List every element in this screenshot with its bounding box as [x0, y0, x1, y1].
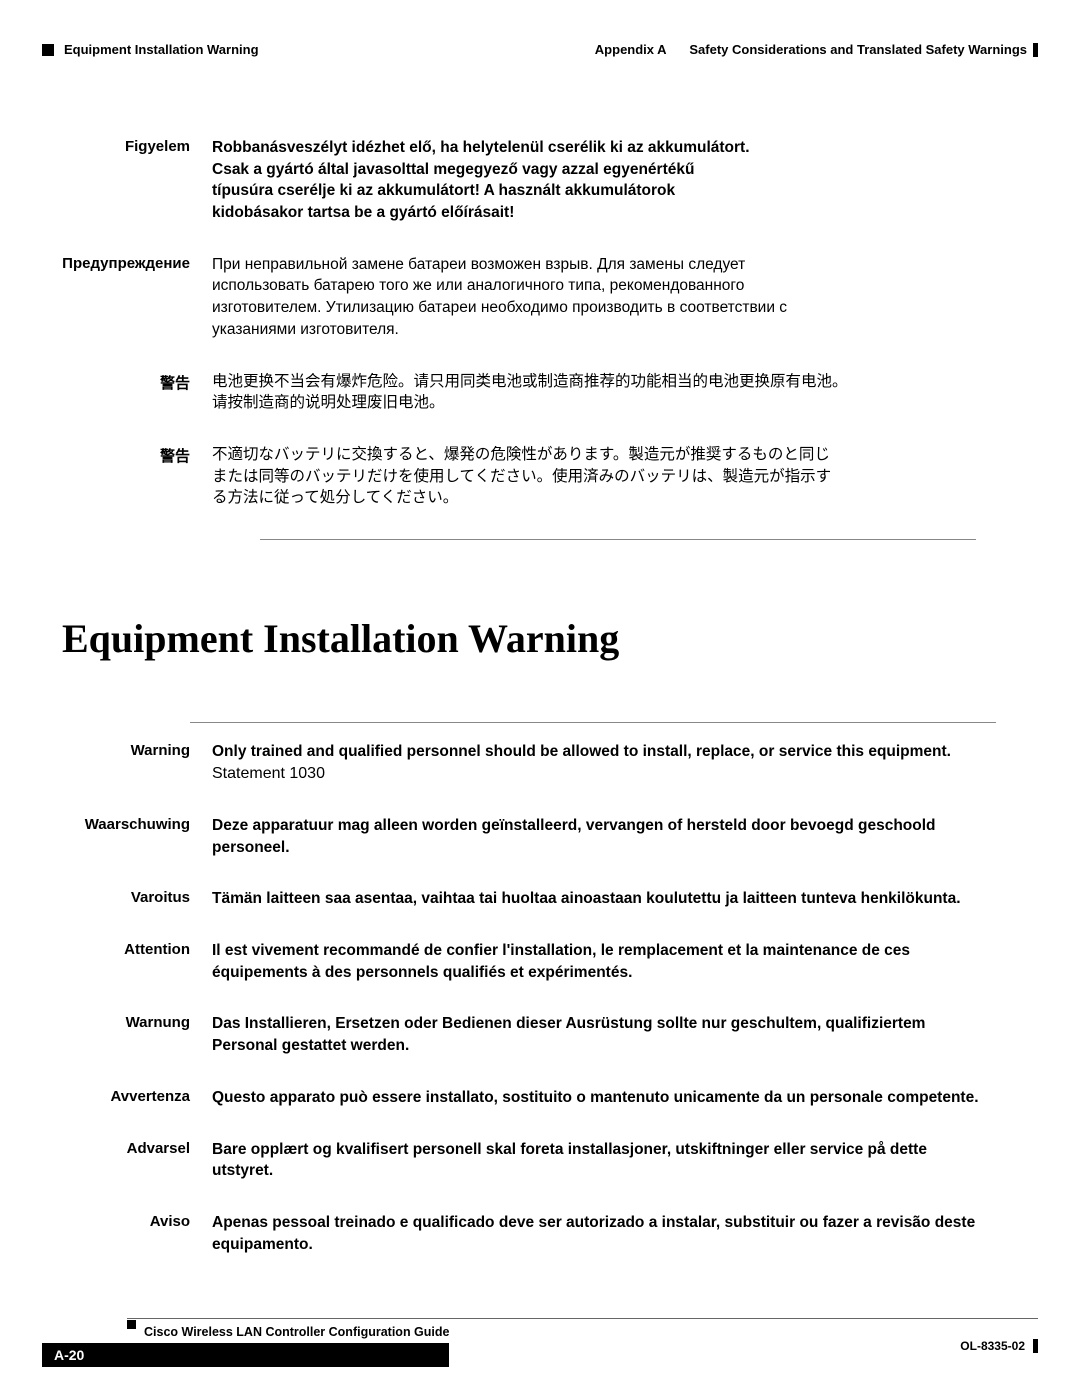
divider	[190, 722, 996, 723]
warning-row: Avvertenza Questo apparato può essere in…	[60, 1087, 1038, 1109]
bar-icon	[1033, 43, 1038, 57]
warning-text: При неправильной замене батареи возможен…	[212, 254, 1038, 341]
warning-label: Figyelem	[60, 137, 190, 224]
warning-label: Avvertenza	[60, 1087, 190, 1109]
warning-label: 警告	[60, 444, 190, 509]
warning-label: 警告	[60, 371, 190, 414]
warning-row: Waarschuwing Deze apparatuur mag alleen …	[60, 815, 1038, 858]
warning-text: Only trained and qualified personnel sho…	[212, 741, 1038, 785]
warning-label: Attention	[60, 940, 190, 983]
warning-label: Aviso	[60, 1212, 190, 1255]
warning-text: Apenas pessoal treinado e qualificado de…	[212, 1212, 1038, 1255]
warning-row: Warning Only trained and qualified perso…	[60, 741, 1038, 785]
footer-doc-id: OL-8335-02	[960, 1339, 1025, 1353]
warning-text: Robbanásveszélyt idézhet elő, ha helytel…	[212, 137, 1038, 224]
warning-text: 电池更换不当会有爆炸危险。请只用同类电池或制造商推荐的功能相当的电池更换原有电池…	[212, 371, 1038, 414]
header-left: Equipment Installation Warning	[42, 42, 259, 57]
warning-row: 警告 不適切なバッテリに交換すると、爆発の危険性があります。製造元が推奨するもの…	[60, 444, 1038, 509]
section-heading: Equipment Installation Warning	[0, 580, 1080, 722]
warning-text: Questo apparato può essere installato, s…	[212, 1087, 1038, 1109]
warning-row: Warnung Das Installieren, Ersetzen oder …	[60, 1013, 1038, 1056]
warning-label: Varoitus	[60, 888, 190, 910]
header-appendix-prefix: Appendix A	[595, 42, 667, 57]
bar-icon	[1033, 1339, 1038, 1353]
warning-row: Предупреждение При неправильной замене б…	[60, 254, 1038, 341]
warning-text: Bare opplært og kvalifisert personell sk…	[212, 1139, 1038, 1182]
warning-row: 警告 电池更换不当会有爆炸危险。请只用同类电池或制造商推荐的功能相当的电池更换原…	[60, 371, 1038, 414]
warning-row: Advarsel Bare opplært og kvalifisert per…	[60, 1139, 1038, 1182]
header-appendix-title: Safety Considerations and Translated Saf…	[689, 42, 1027, 57]
warning-label: Waarschuwing	[60, 815, 190, 858]
footer-divider	[127, 1318, 1038, 1319]
main-content: Figyelem Robbanásveszélyt idézhet elő, h…	[0, 57, 1080, 540]
warning-row: Varoitus Tämän laitteen saa asentaa, vai…	[60, 888, 1038, 910]
warning-label: Предупреждение	[60, 254, 190, 341]
page-header: Equipment Installation Warning Appendix …	[0, 0, 1080, 57]
warning-text: 不適切なバッテリに交換すると、爆発の危険性があります。製造元が推奨するものと同じ…	[212, 444, 1038, 509]
warning-bold-text: Only trained and qualified personnel sho…	[212, 743, 951, 760]
warning-label: Warning	[60, 741, 190, 785]
warning-text: Deze apparatuur mag alleen worden geïnst…	[212, 815, 1038, 858]
header-right: Appendix A Safety Considerations and Tra…	[595, 42, 1038, 57]
square-icon	[42, 44, 54, 56]
warning-label: Advarsel	[60, 1139, 190, 1182]
warning-text: Il est vivement recommandé de confier l'…	[212, 940, 1038, 983]
square-icon	[127, 1320, 136, 1329]
warning-label: Warnung	[60, 1013, 190, 1056]
statement-text: Statement 1030	[212, 765, 325, 782]
warning-row: Figyelem Robbanásveszélyt idézhet elő, h…	[60, 137, 1038, 224]
warning-row: Aviso Apenas pessoal treinado e qualific…	[60, 1212, 1038, 1255]
warning-text: Das Installieren, Ersetzen oder Bedienen…	[212, 1013, 1038, 1056]
footer-left: Cisco Wireless LAN Controller Configurat…	[42, 1325, 449, 1367]
footer-guide-title: Cisco Wireless LAN Controller Configurat…	[144, 1325, 449, 1339]
header-section-title: Equipment Installation Warning	[64, 42, 259, 57]
divider	[260, 539, 976, 540]
warning-row: Attention Il est vivement recommandé de …	[60, 940, 1038, 983]
warning-text: Tämän laitteen saa asentaa, vaihtaa tai …	[212, 888, 1038, 910]
page-footer: Cisco Wireless LAN Controller Configurat…	[0, 1318, 1080, 1367]
page-number: A-20	[42, 1343, 449, 1367]
lower-content: Warning Only trained and qualified perso…	[0, 722, 1080, 1255]
footer-right: OL-8335-02	[960, 1339, 1038, 1353]
footer-content: Cisco Wireless LAN Controller Configurat…	[42, 1325, 1038, 1367]
